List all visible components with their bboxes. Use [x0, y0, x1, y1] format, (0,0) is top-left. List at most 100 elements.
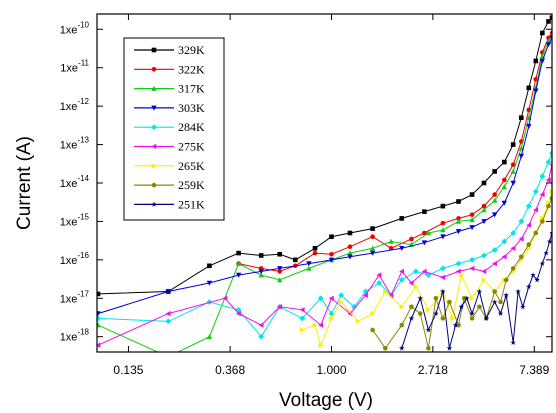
data-point: [492, 260, 497, 267]
data-point: [533, 230, 539, 236]
data-point: [532, 188, 539, 195]
data-point: [369, 250, 376, 256]
legend-label: 251K: [178, 197, 205, 211]
data-point: [518, 254, 524, 260]
data-point: [293, 257, 298, 263]
data-point: [166, 354, 171, 359]
legend-entry-259K: 259K: [134, 178, 205, 192]
data-point: [409, 304, 414, 310]
data-point: [539, 191, 545, 198]
data-point: [347, 310, 353, 317]
data-point: [408, 315, 415, 321]
series-line-284K: [97, 152, 552, 338]
data-point: [338, 299, 344, 305]
data-point: [534, 277, 540, 283]
data-point: [492, 289, 497, 294]
data-point: [440, 274, 446, 281]
y-tick-label: 1xe-16: [60, 251, 90, 267]
legend-label: 284K: [178, 120, 205, 134]
data-point: [300, 327, 305, 333]
data-point: [328, 257, 335, 263]
data-point: [481, 252, 487, 259]
data-point: [518, 153, 524, 159]
legend-marker: [151, 85, 157, 91]
data-point: [469, 316, 475, 321]
data-point: [277, 251, 282, 257]
data-point: [355, 318, 361, 325]
data-point: [440, 288, 446, 294]
data-point: [329, 315, 335, 322]
data-point: [306, 261, 312, 267]
data-point: [549, 163, 552, 167]
data-point: [526, 283, 532, 290]
data-point: [236, 250, 241, 256]
data-point: [421, 268, 427, 275]
data-point: [206, 334, 213, 339]
legend-label: 303K: [178, 101, 205, 115]
data-point: [399, 246, 405, 251]
data-point: [461, 295, 467, 301]
data-point: [446, 345, 453, 351]
data-point: [277, 277, 283, 283]
legend-entry-275K: 275K: [134, 140, 205, 154]
data-point: [318, 322, 324, 328]
data-point: [469, 212, 475, 217]
series-322K: [236, 30, 552, 274]
data-point: [518, 218, 525, 225]
data-point: [545, 159, 552, 165]
data-point: [469, 265, 475, 272]
data-point: [347, 230, 353, 236]
data-point: [97, 291, 101, 297]
data-point: [376, 272, 382, 278]
data-point: [422, 230, 427, 236]
data-point: [370, 226, 375, 231]
data-point: [347, 254, 353, 260]
legend-label: 259K: [178, 178, 205, 192]
data-point: [399, 216, 405, 221]
data-point: [549, 35, 552, 41]
series-251K: [399, 230, 552, 351]
legend-marker: [151, 163, 157, 169]
y-tick-label: 1xe-12: [60, 97, 90, 113]
y-tick-label: 1xe-11: [60, 59, 89, 75]
data-point: [455, 218, 462, 224]
data-point: [481, 180, 487, 186]
data-point: [481, 207, 487, 213]
y-tick-label: 1xe-14: [60, 174, 90, 190]
data-point: [530, 272, 536, 278]
legend-box: [123, 37, 225, 221]
data-point: [510, 339, 516, 345]
legend-label: 322K: [178, 62, 205, 76]
data-point: [501, 200, 507, 206]
data-point: [351, 303, 357, 310]
data-point: [388, 292, 394, 298]
data-point: [440, 203, 446, 209]
data-point: [526, 242, 532, 247]
data-point: [501, 254, 507, 260]
data-point: [481, 219, 487, 225]
data-point: [97, 311, 101, 317]
legend-entry-265K: 265K: [134, 159, 205, 173]
data-point: [501, 184, 507, 189]
y-tick-label: 1xe-13: [60, 136, 90, 152]
legend-marker: [151, 105, 157, 111]
series-303K: [97, 35, 552, 317]
data-point: [497, 310, 504, 316]
data-point: [481, 203, 487, 209]
data-point: [399, 268, 405, 275]
data-point: [510, 245, 516, 251]
data-point: [421, 240, 428, 246]
legend-label: 275K: [178, 140, 205, 154]
data-point: [235, 260, 242, 266]
data-point: [491, 299, 498, 305]
x-tick-label: 7.389: [519, 363, 549, 377]
data-point: [459, 272, 465, 278]
y-tick-label: 1xe-18: [60, 328, 90, 344]
data-point: [369, 245, 376, 251]
data-point: [447, 299, 452, 305]
data-point: [469, 257, 475, 263]
data-point: [97, 315, 101, 322]
data-point: [481, 268, 487, 275]
data-point: [502, 177, 507, 183]
x-tick-label: 0.135: [113, 363, 143, 377]
